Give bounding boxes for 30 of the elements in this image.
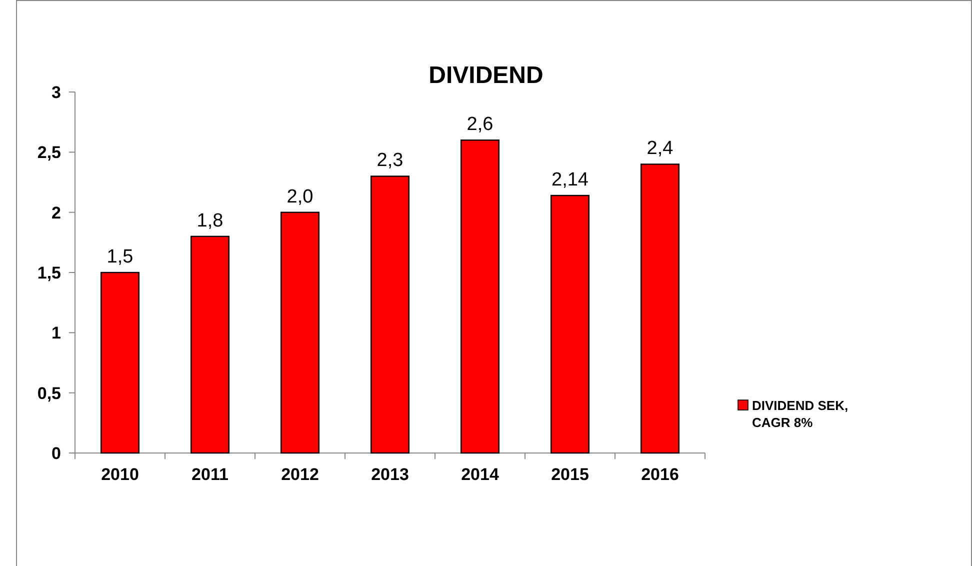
data-label: 2,6 [466, 114, 494, 136]
data-label: 2,14 [552, 169, 589, 190]
y-tick-label: 0,5 [37, 384, 61, 403]
bar [370, 176, 410, 454]
x-tick-label: 2016 [641, 465, 679, 484]
x-tick-label: 2011 [192, 465, 228, 484]
data-label: 2,3 [376, 150, 404, 172]
bar [100, 272, 140, 454]
y-tick-label: 0 [52, 444, 61, 463]
bar [280, 212, 320, 454]
data-label: 1,5 [106, 246, 134, 268]
chart-title: DIVIDEND [428, 62, 544, 89]
y-tick-label: 1,5 [37, 263, 61, 282]
bar [190, 236, 230, 454]
x-tick-label: 2010 [101, 465, 139, 484]
bar [460, 140, 500, 454]
x-tick-label: 2014 [461, 465, 500, 484]
x-tick-label: 2013 [371, 465, 409, 484]
x-tick-label: 2015 [551, 465, 589, 484]
bar [640, 164, 680, 454]
legend-label: DIVIDEND SEK, CAGR 8% [752, 398, 848, 430]
x-tick-label: 2012 [281, 465, 319, 484]
data-label: 1,8 [196, 210, 224, 232]
bar [550, 194, 590, 454]
data-label: 2,4 [646, 138, 674, 160]
y-tick-label: 2,5 [37, 143, 61, 162]
y-tick-label: 1 [52, 324, 61, 343]
y-tick-label: 2 [52, 203, 61, 222]
data-label: 2,0 [286, 186, 314, 208]
y-tick-label: 3 [52, 82, 61, 102]
